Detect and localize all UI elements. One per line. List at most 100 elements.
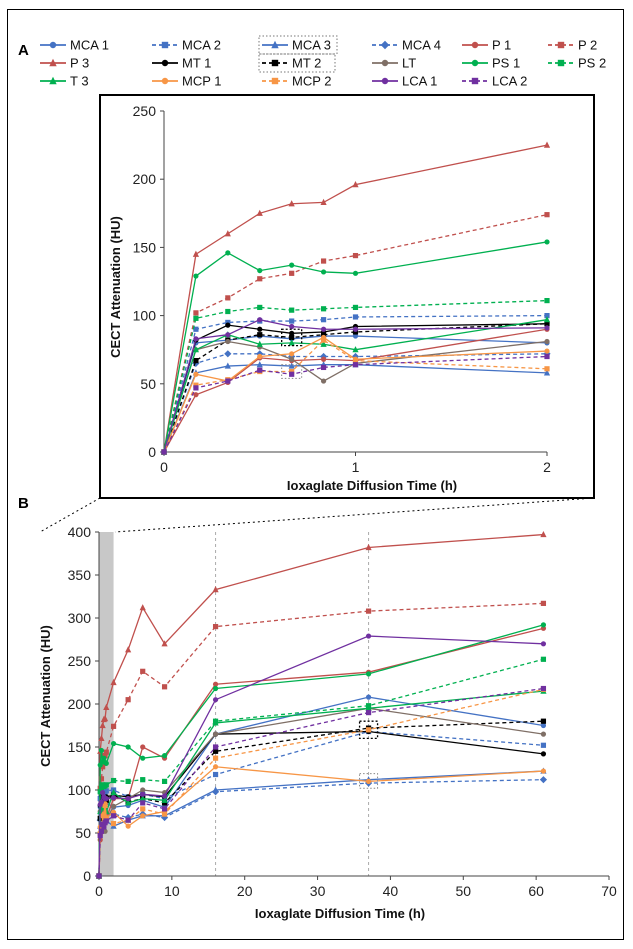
data-point xyxy=(352,304,359,311)
x-tick-label: 10 xyxy=(164,883,180,899)
data-point xyxy=(288,362,295,369)
legend-label: MT 2 xyxy=(292,56,321,71)
data-point xyxy=(544,297,550,304)
data-point xyxy=(352,181,359,188)
data-point xyxy=(192,250,200,257)
legend-label: LT xyxy=(402,56,416,71)
data-point xyxy=(161,449,167,455)
panel-b-label: B xyxy=(18,495,29,512)
series-lca-2 xyxy=(161,353,550,455)
legend-item-ps-2: PS 2 xyxy=(548,56,606,71)
data-point xyxy=(99,721,106,729)
data-point xyxy=(125,744,131,750)
series-line xyxy=(163,336,548,453)
data-point xyxy=(320,332,327,338)
data-point xyxy=(289,307,295,313)
data-point xyxy=(320,326,327,332)
series-line xyxy=(163,340,548,453)
y-tick-label: 350 xyxy=(68,567,92,583)
data-point xyxy=(288,339,295,346)
legend-item-mt-1: MT 1 xyxy=(152,56,211,71)
legend-marker xyxy=(161,59,169,67)
data-point xyxy=(225,319,231,326)
x-tick-label: 0 xyxy=(95,883,103,899)
legend-marker xyxy=(161,41,169,49)
y-tick-label: 100 xyxy=(133,308,157,324)
data-point xyxy=(289,356,295,362)
data-point xyxy=(100,764,106,770)
data-point xyxy=(544,239,550,245)
legend-highlight-box xyxy=(258,53,336,73)
data-point xyxy=(225,338,231,345)
data-point xyxy=(256,340,263,347)
data-point xyxy=(540,722,547,729)
data-point xyxy=(110,813,117,819)
series-line xyxy=(163,364,548,453)
data-point xyxy=(140,787,146,793)
data-point xyxy=(212,586,219,593)
series-line xyxy=(163,214,548,453)
data-point xyxy=(543,316,551,323)
data-point xyxy=(540,768,547,774)
legend-item-p-3: P 3 xyxy=(40,56,89,71)
data-point xyxy=(161,796,168,803)
data-point xyxy=(289,368,295,375)
legend-label: MCA 1 xyxy=(70,38,109,53)
data-point xyxy=(103,782,109,788)
panel-a-x-axis-title: Ioxaglate Diffusion Time (h) xyxy=(287,478,457,493)
series-mca-1 xyxy=(96,694,547,879)
legend-label: P 1 xyxy=(492,38,511,53)
data-point xyxy=(540,656,547,662)
data-point xyxy=(140,755,146,761)
legend-marker xyxy=(471,41,479,49)
data-point xyxy=(193,273,199,279)
legend-item-mca-2: MCA 2 xyxy=(152,38,221,53)
data-point xyxy=(161,806,168,812)
data-point xyxy=(320,378,327,384)
data-point xyxy=(193,310,199,316)
data-point xyxy=(352,314,359,320)
x-tick-label: 70 xyxy=(601,883,617,899)
panel-a-label: A xyxy=(18,42,29,59)
data-point xyxy=(257,304,263,311)
data-point xyxy=(193,358,199,364)
data-point xyxy=(257,276,263,282)
data-point xyxy=(365,727,372,733)
data-point xyxy=(257,332,263,338)
x-tick-label: 40 xyxy=(383,883,399,899)
data-point xyxy=(212,719,219,726)
data-point xyxy=(225,332,231,338)
data-point xyxy=(540,622,547,628)
data-point xyxy=(320,364,327,371)
legend-item-mca-1: MCA 1 xyxy=(40,38,109,53)
data-point xyxy=(125,646,132,653)
data-point xyxy=(320,340,327,347)
data-point xyxy=(212,681,219,687)
data-point xyxy=(140,800,146,806)
series-line xyxy=(98,627,544,877)
x-tick-label: 50 xyxy=(455,883,471,899)
data-point xyxy=(257,367,263,373)
legend-item-lt: LT xyxy=(372,56,416,71)
data-point xyxy=(320,337,327,343)
series-line xyxy=(98,688,544,877)
data-point xyxy=(103,788,109,794)
series-ps-1 xyxy=(96,622,547,879)
series-line xyxy=(163,241,548,453)
data-point xyxy=(365,543,372,551)
data-point xyxy=(224,350,232,358)
series-lca-1 xyxy=(161,317,550,455)
series-line xyxy=(98,687,544,877)
data-point xyxy=(352,252,359,259)
data-point xyxy=(212,748,219,754)
panel-b-y-axis-title: CECT Attenuation (HU) xyxy=(38,625,53,767)
data-point xyxy=(352,362,359,368)
legend-item-lca-1: LCA 1 xyxy=(372,74,437,89)
data-point xyxy=(110,788,117,796)
data-point xyxy=(101,755,107,761)
series-line xyxy=(98,730,544,877)
data-point xyxy=(289,334,295,341)
data-point xyxy=(320,258,327,264)
data-point xyxy=(320,269,327,275)
